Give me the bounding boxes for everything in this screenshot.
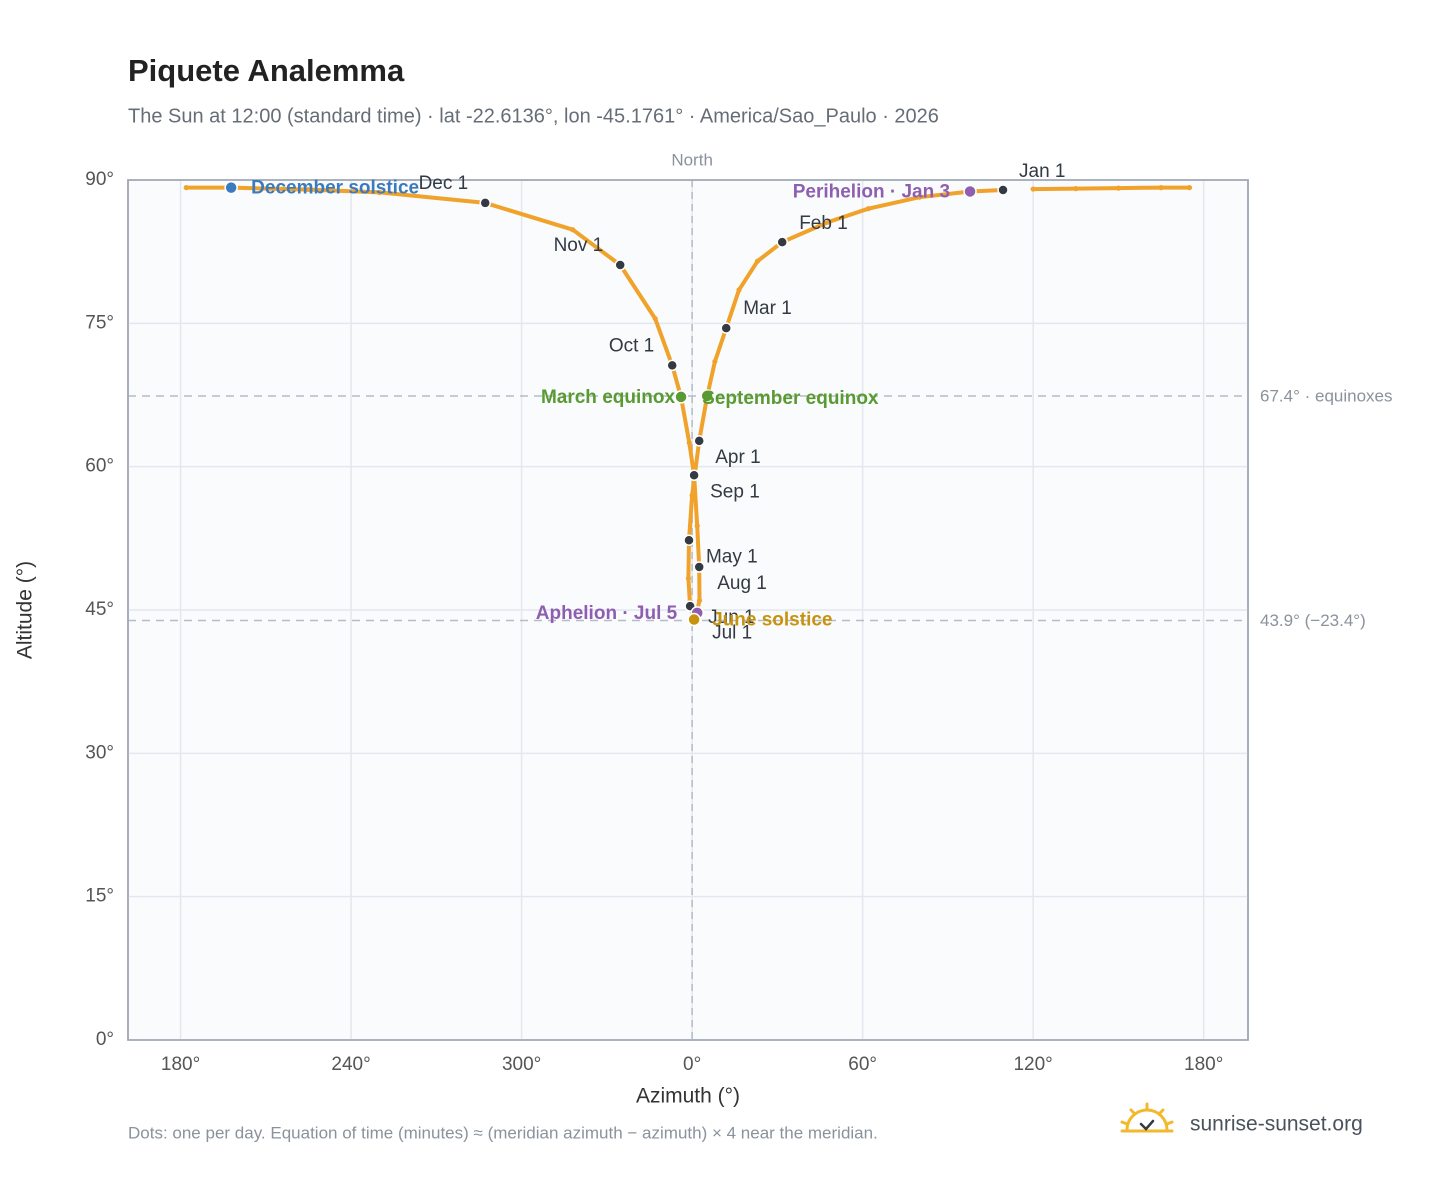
month-dot — [614, 259, 626, 271]
month-dot — [479, 197, 491, 209]
day-dot — [754, 258, 761, 264]
day-dot — [305, 186, 312, 193]
plot-border — [127, 179, 1249, 1041]
month-label: Aug 1 — [717, 573, 767, 594]
x-tick-label: 180° — [161, 1054, 200, 1075]
x-tick-label: 180° — [1184, 1054, 1223, 1075]
x-tick-label: 120° — [1013, 1054, 1052, 1075]
day-dot — [916, 194, 923, 200]
month-label: Dec 1 — [419, 173, 469, 194]
month-label: Sep 1 — [710, 481, 760, 502]
month-dot — [997, 184, 1009, 196]
day-dot — [736, 287, 742, 293]
x-tick-label: 300° — [502, 1054, 541, 1075]
day-dot — [712, 358, 718, 365]
event-dot — [700, 389, 714, 403]
day-dot — [685, 575, 692, 582]
day-dot — [183, 185, 189, 191]
month-label: May 1 — [706, 546, 758, 567]
month-dot — [683, 534, 695, 546]
day-dot — [694, 523, 700, 529]
month-dot — [688, 469, 700, 482]
day-dot — [1186, 185, 1193, 191]
month-label: Oct 1 — [609, 335, 654, 356]
event-label: March equinox — [541, 387, 676, 408]
y-tick-label: 45° — [85, 599, 114, 620]
event-label: Aphelion · Jul 5 — [536, 603, 678, 624]
month-dot — [720, 322, 732, 334]
month-dot — [666, 359, 678, 372]
month-dot — [776, 236, 788, 248]
y-tick-label: 30° — [85, 742, 114, 763]
day-dot — [865, 206, 871, 212]
month-label: Jun 1 — [708, 607, 754, 628]
day-dot — [825, 219, 832, 225]
day-dot — [570, 227, 576, 233]
day-dot — [1030, 186, 1036, 192]
event-label: Perihelion · Jan 3 — [793, 181, 950, 202]
north-label: North — [671, 150, 713, 169]
chart-title: Piquete Analemma — [128, 53, 405, 88]
x-tick-label: 0° — [683, 1054, 701, 1075]
month-label: Jan 1 — [1019, 161, 1065, 182]
y-tick-label: 60° — [85, 456, 114, 477]
day-dot — [652, 315, 658, 322]
day-dot — [696, 597, 703, 604]
y-tick-label: 0° — [96, 1029, 114, 1050]
y-axis-label: Altitude (°) — [14, 561, 37, 659]
day-dot — [1115, 185, 1122, 191]
event-dot — [963, 184, 977, 199]
day-dot — [376, 189, 383, 196]
month-label: Mar 1 — [743, 298, 792, 319]
x-tick-label: 240° — [331, 1054, 370, 1075]
event-label: September equinox — [702, 388, 879, 409]
footnote: Dots: one per day. Equation of time (min… — [128, 1123, 878, 1142]
event-dot — [687, 612, 701, 627]
month-label: Jul 1 — [712, 623, 752, 644]
analemma-path — [1031, 185, 1192, 192]
month-label: Feb 1 — [799, 213, 848, 234]
event-dot — [224, 180, 238, 195]
y-tick-label: 75° — [85, 312, 114, 333]
reference-label: 67.4° · equinoxes — [1260, 386, 1393, 405]
day-dot — [686, 440, 692, 446]
month-dot — [693, 435, 705, 447]
y-tick-label: 15° — [85, 886, 114, 907]
x-axis-label: Azimuth (°) — [636, 1085, 740, 1108]
reference-label: 43.9° (−23.4°) — [1260, 611, 1366, 630]
day-dot — [1073, 186, 1079, 192]
event-label: December solstice — [251, 178, 419, 199]
month-dot — [693, 561, 705, 573]
month-label: Apr 1 — [715, 447, 760, 468]
chart-subtitle: The Sun at 12:00 (standard time) · lat -… — [128, 105, 939, 127]
y-tick-label: 90° — [85, 169, 114, 190]
brand-text: sunrise-sunset.org — [1190, 1113, 1363, 1136]
event-label: June solstice — [712, 610, 832, 631]
event-dot — [674, 390, 688, 404]
month-label: Nov 1 — [554, 235, 604, 256]
day-dot — [689, 492, 695, 498]
day-dot — [1158, 185, 1164, 191]
x-tick-label: 60° — [848, 1054, 877, 1075]
brand-logo — [1120, 1102, 1174, 1133]
